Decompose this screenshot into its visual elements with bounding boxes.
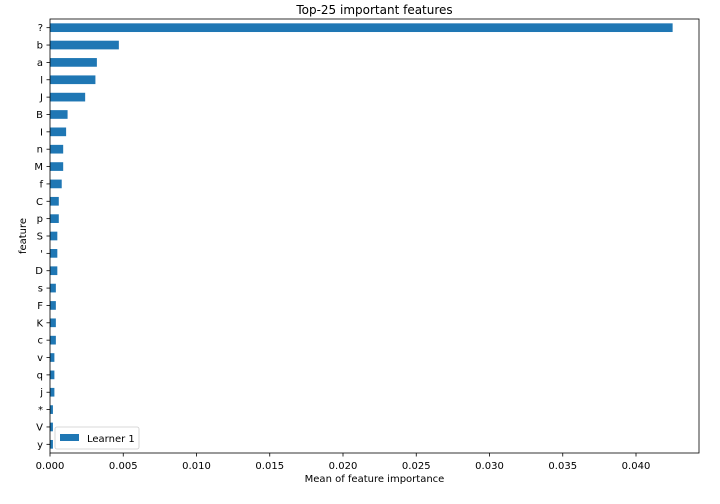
y-tick-label: S bbox=[37, 232, 43, 243]
y-tick-label: p bbox=[37, 214, 43, 225]
bar bbox=[50, 283, 56, 293]
y-tick-label: f bbox=[39, 179, 43, 190]
y-tick-label: J bbox=[39, 93, 43, 104]
y-tick-label: V bbox=[36, 422, 43, 433]
x-tick-label: 0.030 bbox=[475, 461, 504, 472]
y-tick-label: l bbox=[40, 75, 43, 86]
y-axis-label: feature bbox=[18, 218, 29, 254]
y-tick-label: D bbox=[35, 266, 43, 277]
y-tick-label: ' bbox=[40, 249, 43, 260]
legend: Learner 1 bbox=[54, 426, 140, 450]
y-tick-label: c bbox=[38, 336, 44, 347]
y-tick-label: j bbox=[39, 388, 43, 399]
y-tick-label: B bbox=[36, 110, 43, 121]
x-tick-label: 0.015 bbox=[255, 461, 284, 472]
y-tick-label: a bbox=[37, 58, 43, 69]
y-tick-label: K bbox=[36, 318, 43, 329]
x-tick-label: 0.005 bbox=[109, 461, 138, 472]
bar bbox=[50, 23, 673, 33]
legend-box bbox=[54, 426, 140, 450]
bar bbox=[50, 196, 59, 206]
plot-frame bbox=[49, 18, 700, 454]
y-tick-label: n bbox=[37, 145, 43, 156]
bars-layer bbox=[50, 23, 673, 449]
x-tick-label: 0.025 bbox=[402, 461, 431, 472]
bar bbox=[50, 353, 55, 362]
bar bbox=[50, 179, 62, 189]
y-tick-label: I bbox=[40, 127, 43, 138]
bar bbox=[50, 127, 67, 137]
y-tick-label: s bbox=[38, 284, 43, 295]
bar bbox=[50, 75, 96, 85]
chart-title: Top-25 important features bbox=[295, 3, 452, 17]
bar bbox=[50, 405, 53, 414]
bar bbox=[50, 92, 86, 102]
bar bbox=[50, 231, 58, 241]
bar bbox=[50, 318, 56, 328]
bar bbox=[50, 370, 55, 380]
x-axis-label: Mean of feature importance bbox=[305, 474, 445, 485]
y-tick-label: M bbox=[34, 162, 43, 173]
bar bbox=[50, 422, 53, 432]
y-tick-label: F bbox=[37, 301, 43, 312]
bar bbox=[50, 301, 56, 310]
y-tick-label: y bbox=[37, 440, 43, 451]
bar bbox=[50, 387, 55, 397]
y-tick-label: ? bbox=[38, 23, 43, 34]
legend-entry: Learner 1 bbox=[87, 434, 135, 445]
x-tick-label: 0.020 bbox=[329, 461, 358, 472]
bar bbox=[50, 335, 56, 345]
bar bbox=[50, 40, 119, 50]
y-tick-label: v bbox=[37, 353, 43, 364]
bar bbox=[50, 249, 58, 258]
bar bbox=[50, 266, 58, 276]
bar bbox=[50, 162, 64, 171]
bar bbox=[50, 144, 64, 154]
x-tick-label: 0.035 bbox=[548, 461, 577, 472]
bar bbox=[50, 110, 68, 119]
y-tick-label: b bbox=[37, 41, 43, 52]
bar bbox=[50, 439, 53, 449]
x-axis: 0.000 0.005 0.010 0.015 0.020 0.025 0.030 0.035… bbox=[36, 453, 651, 472]
x-tick-label: 0.000 bbox=[36, 461, 65, 472]
bar bbox=[50, 58, 97, 67]
y-tick-label: C bbox=[36, 197, 43, 208]
x-tick-label: 0.010 bbox=[182, 461, 211, 472]
y-tick-label: q bbox=[37, 370, 43, 381]
bar bbox=[50, 214, 59, 223]
x-tick-label: 0.040 bbox=[622, 461, 651, 472]
legend-swatch bbox=[60, 434, 79, 441]
y-tick-label: * bbox=[38, 405, 43, 416]
